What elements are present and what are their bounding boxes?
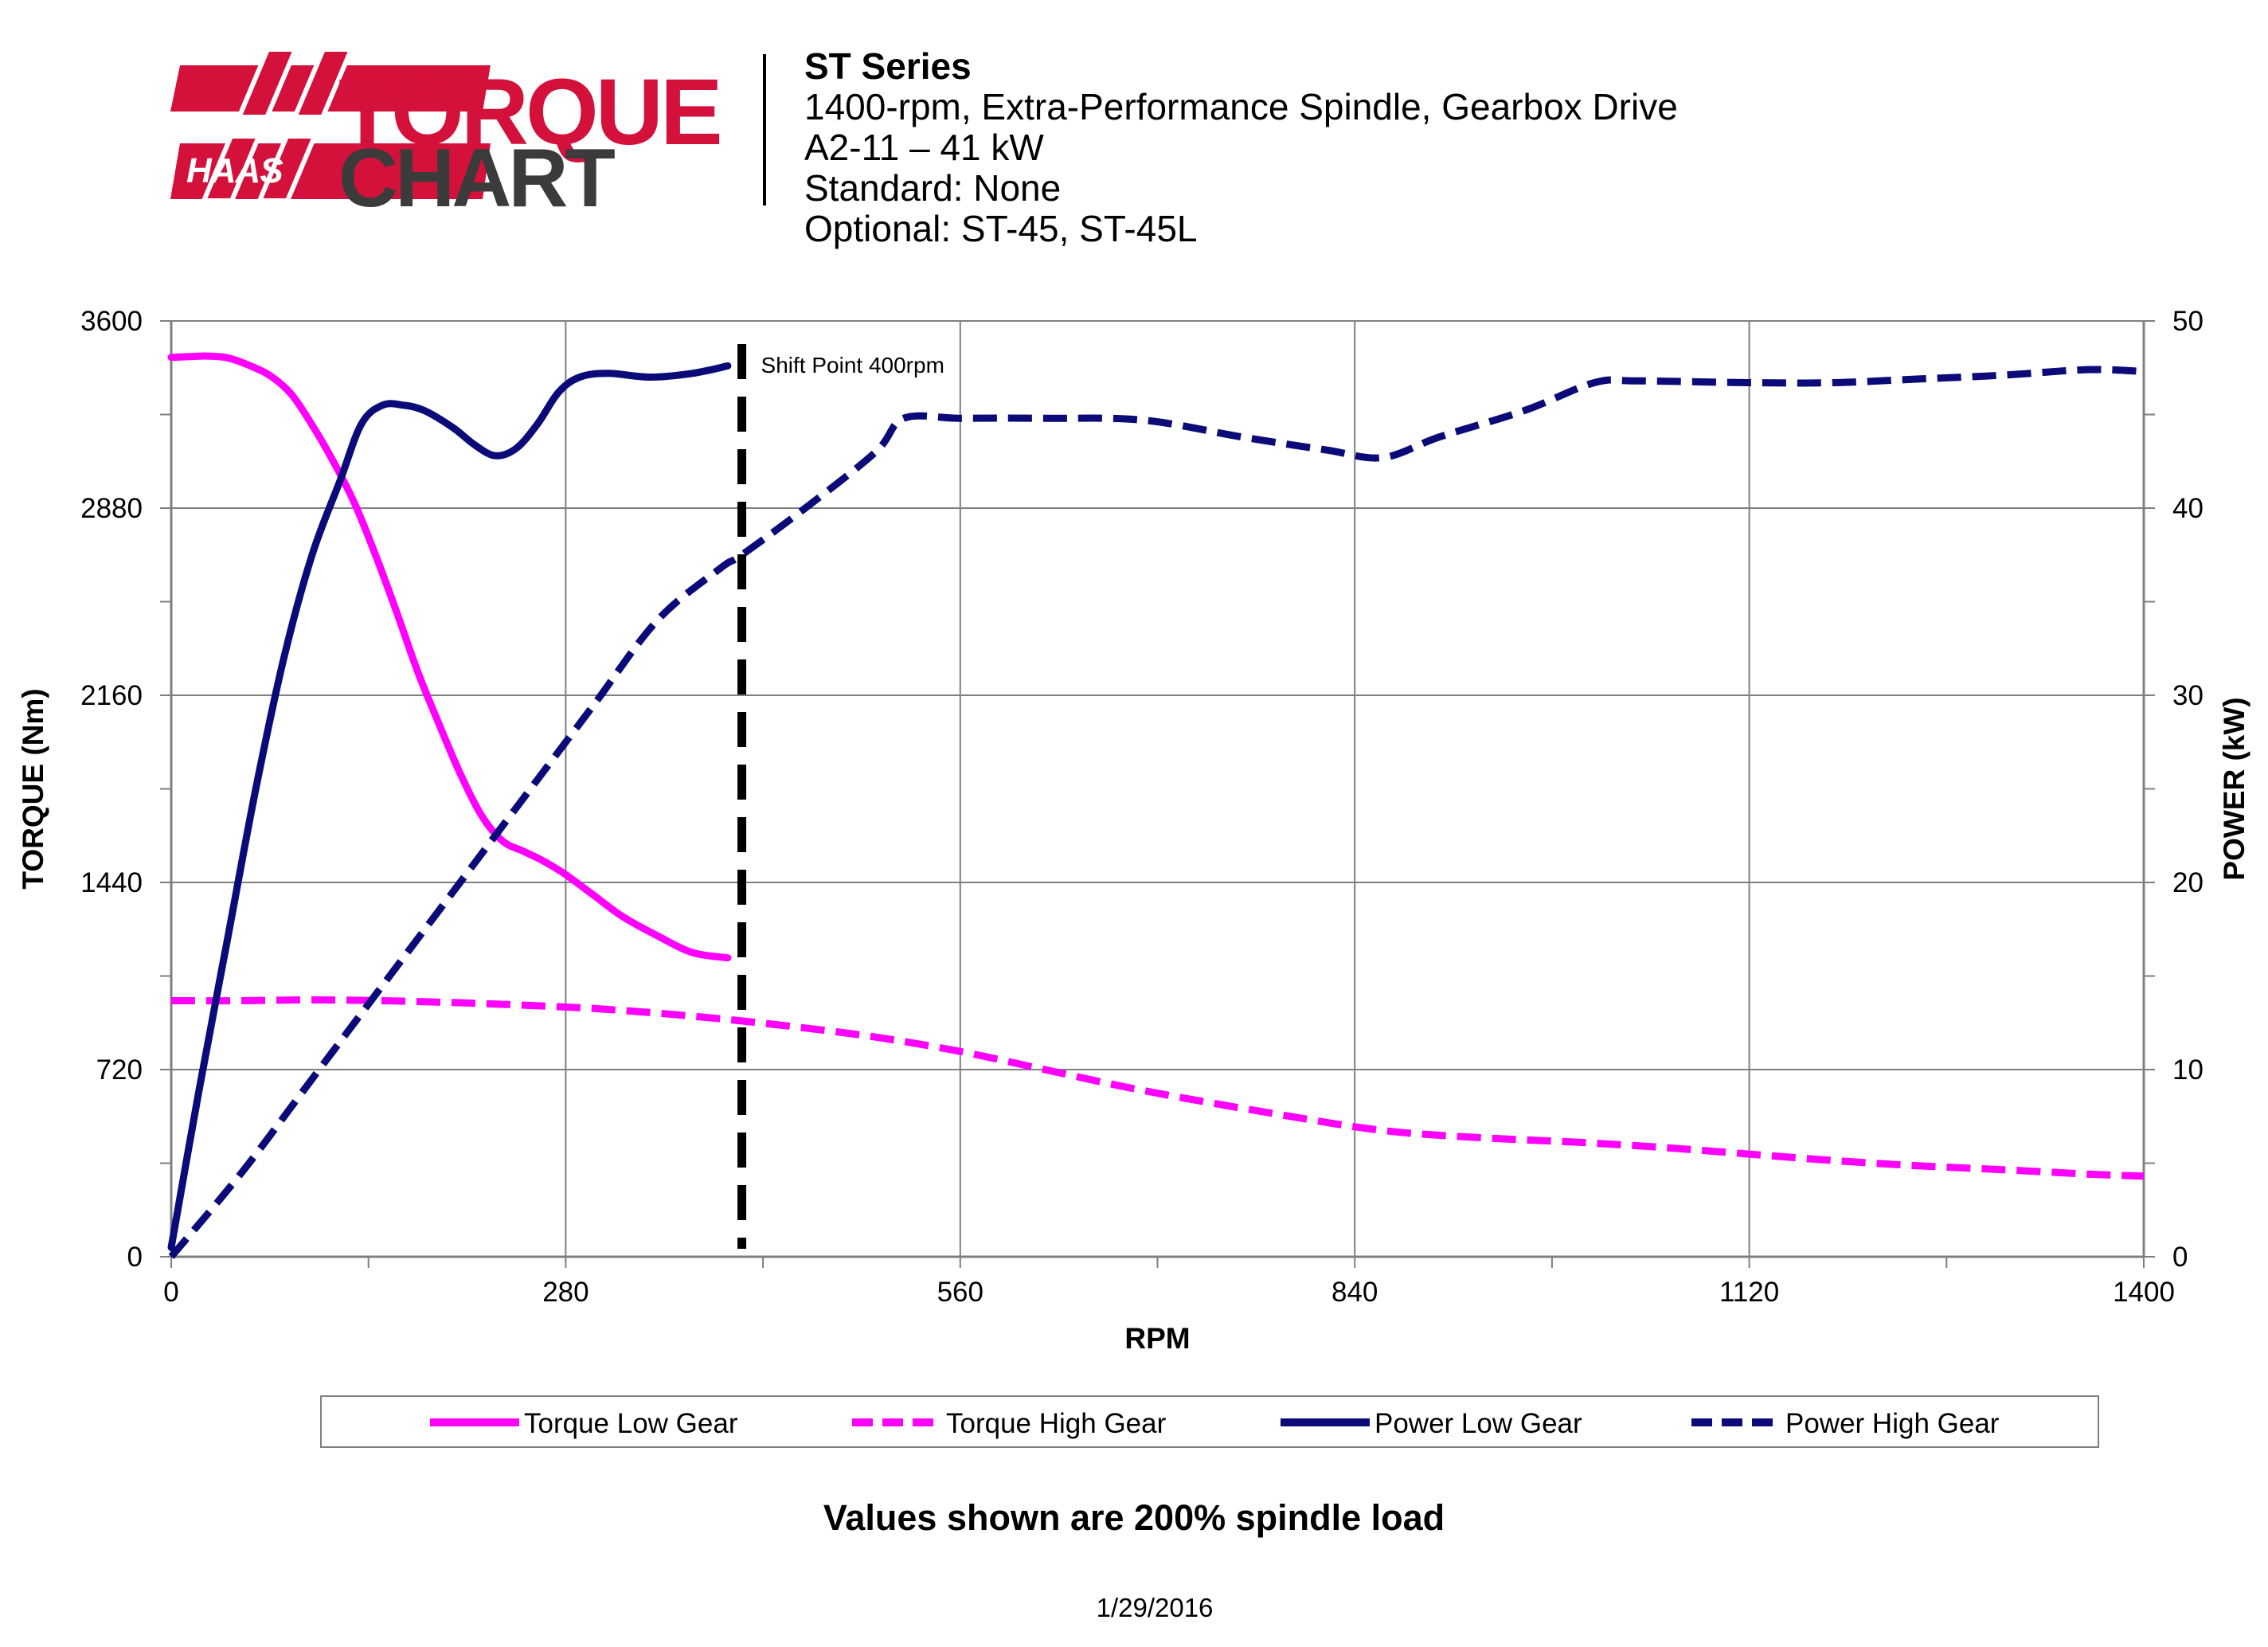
legend-label-torque-low: Torque Low Gear [524, 1408, 738, 1439]
chart-date: 1/29/2016 [1096, 1593, 1214, 1622]
torque-chart: 0 280 560 840 1120 1400 0 720 1440 2160 2880 3600 0 1… [17, 306, 2250, 1355]
header-line-1: 1400-rpm, Extra-Performance Spindle, Gea… [804, 86, 1678, 127]
series-line-torque-high-gear [170, 996, 2145, 1180]
series-title: ST Series [804, 45, 972, 87]
header-divider [763, 54, 766, 205]
x-tick-label: 0 [163, 1277, 178, 1308]
x-tick-label: 280 [542, 1277, 589, 1308]
axes [160, 320, 2155, 1268]
x-tick-label: 1400 [2113, 1277, 2175, 1308]
x-tick-label: 1120 [1719, 1277, 1779, 1308]
legend-label-power-high: Power High Gear [1785, 1408, 2000, 1439]
legend: Torque Low Gear Torque High Gear Power L… [320, 1395, 2099, 1448]
series-line-torque-low-gear [167, 352, 732, 962]
y-right-tick-label: 50 [2172, 306, 2203, 337]
y-left-tick-label: 3600 [80, 306, 143, 337]
y-right-tick-label: 10 [2172, 1054, 2203, 1086]
grid-lines [171, 320, 2144, 1257]
y-right-tick-label: 40 [2172, 493, 2203, 524]
y-left-tick-label: 2880 [80, 493, 143, 524]
series-line-power-low-gear [167, 362, 732, 1251]
x-tick-label: 840 [1331, 1277, 1378, 1308]
logo-torque-text: TORQUE [338, 60, 723, 165]
y-right-tick-label: 30 [2172, 680, 2203, 711]
y-left-tick-label: 0 [127, 1242, 143, 1273]
header-line-4: Optional: ST-45, ST-45L [804, 208, 1198, 249]
y-right-tick-label: 0 [2172, 1242, 2188, 1273]
header-line-2: A2-11 – 41 kW [804, 127, 1044, 168]
haas-logo-mark [156, 49, 499, 203]
y-left-tick-label: 720 [96, 1054, 143, 1086]
y-right-tick-label: 20 [2172, 867, 2203, 898]
header-line-3: Standard: None [804, 167, 1062, 209]
logo-chart-text: CHART [338, 132, 616, 225]
spindle-load-note: Values shown are 200% spindle load [823, 1497, 1445, 1538]
logo-haas-text: HAAS [186, 151, 284, 190]
y-left-tick-label: 1440 [80, 867, 143, 898]
chart-header: ST Series 1400-rpm, Extra-Performance Sp… [804, 46, 1678, 249]
x-tick-label: 560 [937, 1277, 983, 1308]
y-left-tick-label: 2160 [80, 680, 143, 711]
shift-point-label: Shift Point 400rpm [761, 353, 944, 378]
x-axis-label: RPM [1124, 1322, 1190, 1355]
legend-label-power-low: Power Low Gear [1374, 1408, 1582, 1439]
y-axis-right-label: POWER (kW) [2218, 697, 2250, 880]
y-axis-left-label: TORQUE (Nm) [17, 688, 49, 889]
series-line-power-high-gear [168, 366, 2145, 1259]
logo-white-band [156, 115, 499, 139]
tick-labels: 0 280 560 840 1120 1400 0 720 1440 2160 2880 3600 0 1… [80, 306, 2203, 1308]
legend-label-torque-high: Torque High Gear [946, 1408, 1167, 1439]
series-lines [167, 352, 2145, 1259]
